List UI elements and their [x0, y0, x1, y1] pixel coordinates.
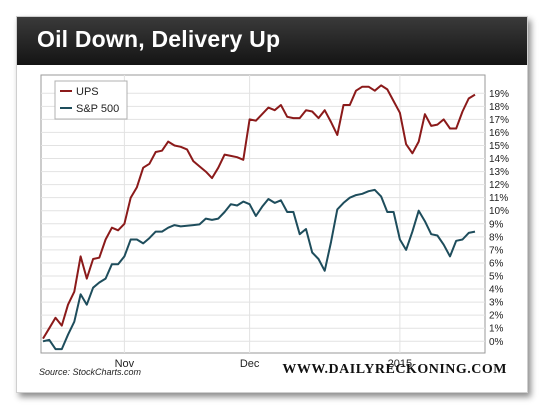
x-tick-label: Dec: [240, 358, 260, 370]
series-line-sp500: [42, 188, 476, 351]
series-lines: [42, 84, 476, 351]
y-tick-label: 4%: [489, 285, 504, 296]
legend-label-ups: UPS: [76, 86, 99, 98]
y-tick-label: 14%: [489, 154, 509, 165]
y-tick-label: 2%: [489, 311, 504, 322]
y-tick-label: 17%: [489, 115, 509, 126]
gridlines: [41, 75, 485, 353]
y-tick-label: 9%: [489, 219, 504, 230]
y-tick-label: 5%: [489, 271, 504, 282]
x-tick-label: Nov: [115, 358, 135, 370]
y-axis-ticks: 0% 1% 2% 3% 4% 5% 6% 7% 8% 9% 10% 11% 12% 13% 14% 15% 16…: [489, 89, 509, 348]
x-axis-ticks: Nov Dec 2015: [115, 358, 413, 370]
y-tick-label: 15%: [489, 141, 509, 152]
brand-url[interactable]: WWW.DAILYRECKONING.COM: [282, 362, 507, 377]
y-tick-label: 3%: [489, 298, 504, 309]
y-tick-label: 13%: [489, 167, 509, 178]
y-tick-label: 18%: [489, 102, 509, 113]
chart-card: Oil Down, Delivery Up 0% 1% 2% 3% 4% 5% 6% 7% 8%…: [16, 16, 528, 393]
legend: UPS S&P 500: [54, 80, 128, 120]
y-tick-label: 10%: [489, 206, 509, 217]
y-tick-label: 11%: [489, 193, 508, 204]
y-tick-label: 12%: [489, 180, 509, 191]
y-tick-label: 8%: [489, 232, 504, 243]
y-tick-label: 7%: [489, 245, 504, 256]
legend-box: [54, 80, 128, 120]
y-tick-label: 19%: [489, 89, 509, 100]
y-tick-label: 0%: [489, 337, 504, 348]
plot-area: [40, 74, 486, 354]
legend-label-sp500: S&P 500: [76, 103, 119, 115]
y-tick-label: 1%: [489, 324, 504, 335]
chart-title: Oil Down, Delivery Up: [37, 26, 281, 52]
source-note: Source: StockCharts.com: [39, 367, 142, 377]
line-chart: 0% 1% 2% 3% 4% 5% 6% 7% 8% 9% 10% 11% 12% 13% 14% 15% 16…: [40, 74, 509, 370]
y-tick-label: 16%: [489, 128, 509, 139]
title-bar: Oil Down, Delivery Up: [17, 17, 527, 65]
x-tick-label: 2015: [388, 358, 412, 370]
y-tick-label: 6%: [489, 258, 504, 269]
series-line-ups: [42, 84, 476, 340]
